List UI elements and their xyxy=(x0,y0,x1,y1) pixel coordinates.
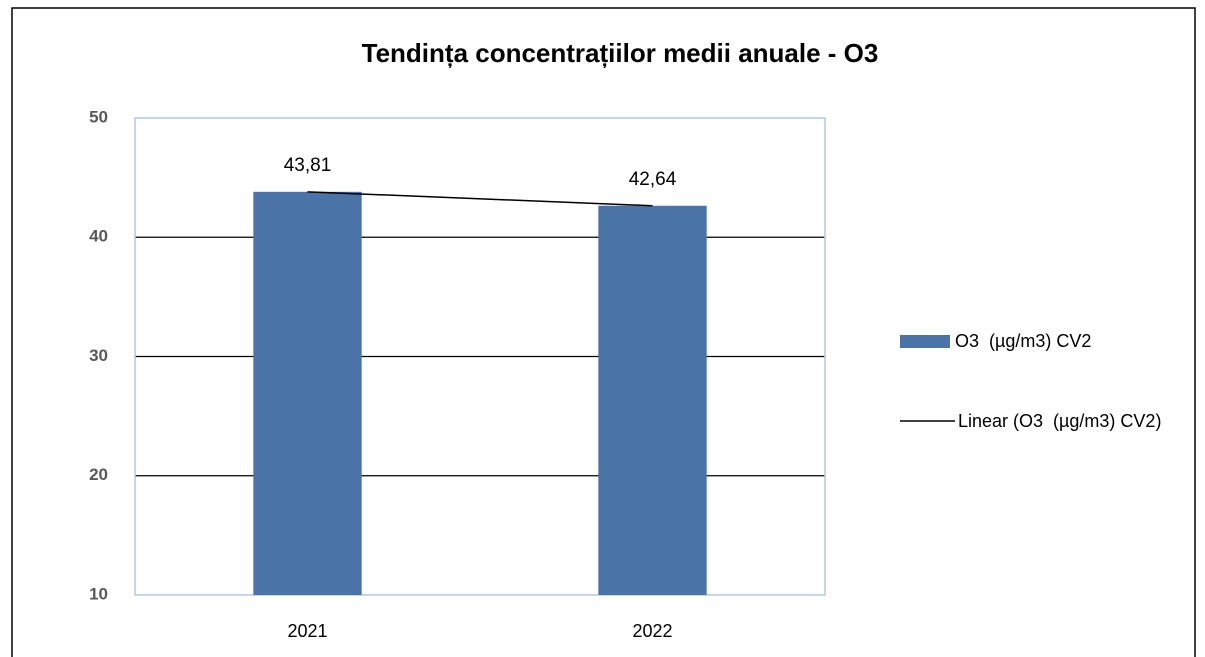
y-tick-label: 30 xyxy=(89,346,108,365)
value-label: 43,81 xyxy=(284,155,332,176)
y-tick-label: 10 xyxy=(89,584,108,603)
chart-title: Tendința concentrațiilor medii anuale - … xyxy=(362,38,879,68)
legend-text: Linear (O3 (µg/m3) CV2) xyxy=(958,411,1162,431)
x-tick-label: 2022 xyxy=(632,621,672,641)
legend-swatch xyxy=(900,335,950,348)
legend: O3 (µg/m3) CV2 Linear (O3 (µg/m3) CV2) xyxy=(900,331,1162,431)
value-label: 42,64 xyxy=(629,169,677,190)
bar xyxy=(253,191,362,596)
legend-text: O3 (µg/m3) CV2 xyxy=(955,331,1092,351)
x-tick-label: 2021 xyxy=(287,621,327,641)
trendline xyxy=(307,191,653,207)
y-tick-label: 50 xyxy=(89,107,108,126)
y-tick-label: 20 xyxy=(89,465,108,484)
bar xyxy=(598,205,707,595)
legend-label: O3 (µg/m3) CV2 xyxy=(955,331,1092,351)
plot-area xyxy=(134,117,826,596)
legend-label: Linear (O3 (µg/m3) CV2) xyxy=(958,411,1162,431)
y-tick-label: 40 xyxy=(89,227,108,246)
